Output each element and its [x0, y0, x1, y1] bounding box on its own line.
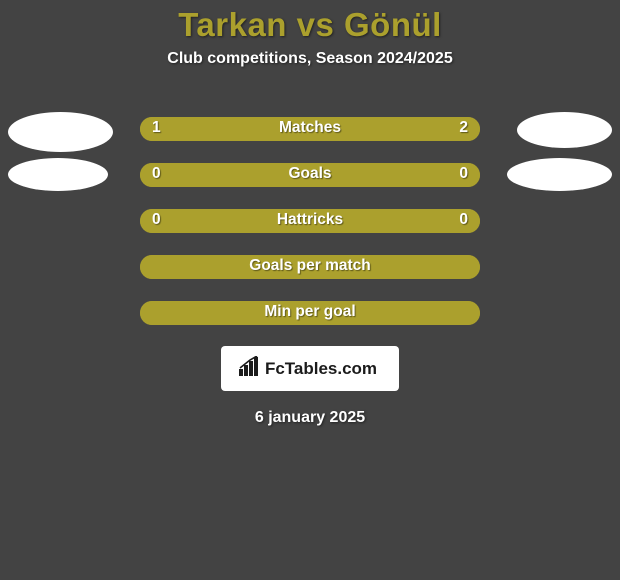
brand-badge[interactable]: FcTables.com — [221, 346, 399, 391]
stat-row: Goals 0 0 — [0, 152, 620, 198]
stat-bar: Min per goal — [140, 301, 480, 325]
stat-bar: Goals per match — [140, 255, 480, 279]
stat-row: Min per goal — [0, 290, 620, 336]
stat-bar: Goals 0 0 — [140, 163, 480, 187]
page-title: Tarkan vs Gönül — [0, 6, 620, 44]
stat-value-right: 0 — [459, 165, 468, 183]
snapshot-date: 6 january 2025 — [0, 409, 620, 427]
stat-label: Goals per match — [249, 257, 370, 275]
stat-row: Matches 1 2 — [0, 106, 620, 152]
stat-value-left: 1 — [152, 119, 161, 137]
stat-label: Matches — [279, 119, 341, 137]
club-badge-right — [517, 112, 612, 148]
stat-value-left: 0 — [152, 165, 161, 183]
stat-label: Min per goal — [264, 303, 355, 321]
stat-bar-right-fill — [242, 117, 480, 141]
stat-label: Goals — [288, 165, 331, 183]
brand-name: FcTables.com — [265, 359, 377, 379]
stat-value-right: 2 — [459, 119, 468, 137]
stat-label: Hattricks — [277, 211, 343, 229]
brand-bars-icon — [239, 356, 261, 381]
stat-bar: Hattricks 0 0 — [140, 209, 480, 233]
stat-value-left: 0 — [152, 211, 161, 229]
stat-bar: Matches 1 2 — [140, 117, 480, 141]
stat-value-right: 0 — [459, 211, 468, 229]
club-badge-left — [8, 112, 113, 152]
stat-bar-right-fill — [310, 163, 480, 187]
stat-row: Goals per match — [0, 244, 620, 290]
page-subtitle: Club competitions, Season 2024/2025 — [0, 50, 620, 68]
club-badge-right — [507, 158, 612, 191]
stats-area: Matches 1 2 Goals 0 0 Hattricks 0 0 Goals per mat… — [0, 106, 620, 336]
stat-row: Hattricks 0 0 — [0, 198, 620, 244]
stat-bar-left-fill — [140, 163, 310, 187]
club-badge-left — [8, 158, 108, 191]
comparison-card: Tarkan vs Gönül Club competitions, Seaso… — [0, 0, 620, 580]
